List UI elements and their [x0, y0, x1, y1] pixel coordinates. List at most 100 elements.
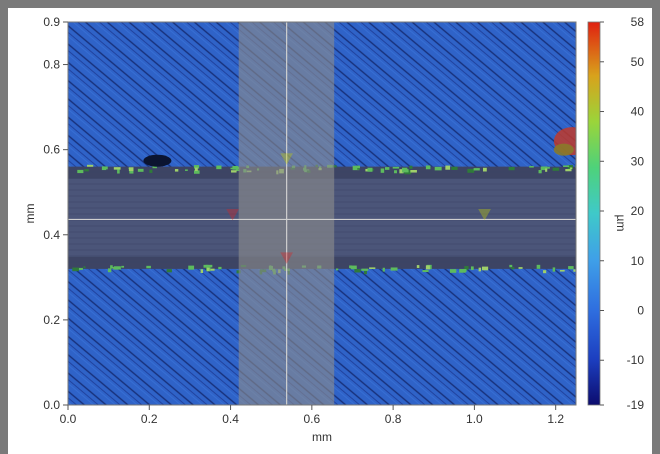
colorbar-tick-label: 20	[631, 204, 645, 218]
debris-speck	[188, 265, 195, 270]
debris-speck	[166, 269, 172, 273]
debris-speck	[352, 165, 360, 171]
debris-speck	[149, 169, 153, 173]
debris-speck	[354, 268, 361, 273]
debris-speck	[332, 165, 337, 168]
debris-speck	[559, 269, 565, 272]
debris-speck	[567, 165, 574, 170]
y-tick-label: 0.9	[43, 15, 60, 29]
cursor-marker-4[interactable]	[280, 252, 294, 264]
debris-speck	[399, 169, 404, 174]
debris-speck	[568, 266, 574, 270]
debris-speck	[552, 167, 560, 171]
debris-speck	[449, 269, 457, 273]
y-tick-label: 0.2	[43, 313, 60, 327]
debris-speck	[350, 265, 357, 270]
chart-panel: 0.0 0.2 0.4 0.6 0.8 1.0 1.2 0.0 0.2 0.4 0.6 0.8 0.9 m…	[8, 8, 652, 454]
debris-speck	[478, 267, 482, 272]
debris-speck	[117, 169, 120, 174]
colorbar-tick-label: -19	[627, 398, 645, 412]
debris-speck	[193, 165, 200, 169]
debris-speck	[422, 270, 429, 273]
colorbar-label: µm	[614, 215, 628, 232]
colorbar-tick-label: -10	[627, 353, 645, 367]
debris-blob	[143, 154, 172, 167]
debris-speck	[113, 266, 121, 270]
debris-speck	[482, 167, 487, 172]
colorbar-tick-label: 58	[631, 15, 645, 29]
debris-speck	[84, 169, 89, 172]
debris-speck	[416, 265, 420, 268]
colorbar-tick-label: 10	[631, 254, 645, 268]
debris-speck	[128, 167, 134, 172]
debris-speck	[369, 267, 376, 269]
colorbar-tick-label: 40	[631, 105, 645, 119]
debris-speck	[402, 169, 409, 173]
debris-speck	[146, 265, 151, 269]
colorbar-gradient	[587, 21, 601, 406]
debris-speck	[174, 169, 179, 172]
debris-speck	[540, 166, 548, 171]
debris-speck	[573, 269, 576, 272]
plot-border	[67, 21, 577, 406]
debris-speck	[547, 166, 550, 169]
debris-speck	[473, 168, 480, 171]
debris-speck	[361, 268, 369, 271]
debris-speck	[356, 165, 361, 169]
debris-speck	[72, 267, 79, 272]
debris-speck	[235, 166, 240, 170]
debris-speck	[83, 266, 86, 269]
x-tick-label: 0.4	[222, 412, 239, 426]
x-tick-label: 0.0	[60, 412, 77, 426]
cursor-marker-2[interactable]	[226, 208, 239, 221]
debris-speck	[538, 169, 542, 174]
debris-speck	[137, 168, 144, 172]
y-tick-label: 0.4	[43, 228, 60, 242]
debris-speck	[543, 270, 547, 274]
plot-area[interactable]	[68, 22, 590, 405]
y-tick-label: 0.6	[43, 143, 60, 157]
debris-speck	[565, 169, 572, 172]
colorbar-tick-label: 30	[631, 154, 645, 168]
debris-speck	[77, 169, 84, 174]
debris-speck	[206, 267, 210, 272]
x-tick-label: 0.8	[385, 412, 402, 426]
x-tick-label: 0.6	[303, 412, 320, 426]
debris-speck	[434, 166, 442, 171]
debris-speck	[384, 167, 390, 170]
debris-speck	[536, 264, 541, 269]
debris-speck	[380, 168, 385, 173]
chart-area: 0.0 0.2 0.4 0.6 0.8 1.0 1.2 0.0 0.2 0.4 0.6 0.8 0.9 m…	[8, 8, 652, 454]
debris-speck	[231, 170, 237, 173]
debris-speck	[200, 269, 204, 273]
cursor-marker-3[interactable]	[478, 208, 491, 221]
debris-speck	[365, 168, 370, 172]
cursor-marker-1[interactable]	[280, 153, 294, 165]
debris-speck	[129, 170, 134, 174]
debris-speck	[464, 266, 469, 270]
debris-speck	[508, 166, 515, 171]
x-tick-label: 0.2	[141, 412, 158, 426]
debris-speck	[230, 167, 236, 170]
debris-speck	[382, 267, 385, 272]
debris-speck	[425, 265, 430, 270]
debris-speck	[121, 265, 125, 268]
debris-speck	[78, 267, 83, 270]
y-tick-label: 0.8	[43, 58, 60, 72]
debris-speck	[563, 165, 570, 168]
debris-speck	[425, 165, 431, 170]
debris-speck	[511, 267, 515, 270]
debris-speck	[113, 167, 121, 170]
debris-speck	[205, 264, 213, 268]
debris-speck	[481, 266, 489, 271]
debris-speck	[111, 266, 116, 269]
x-axis-title: mm	[312, 430, 332, 444]
x-tick-label: 1.2	[547, 412, 564, 426]
debris-speck	[394, 170, 397, 174]
debris-speck	[470, 266, 474, 271]
debris-speck	[216, 165, 222, 170]
debris-speck	[390, 267, 398, 271]
debris-speck	[86, 164, 94, 167]
groove-edge-debris	[72, 164, 576, 275]
debris-speck	[545, 168, 548, 172]
